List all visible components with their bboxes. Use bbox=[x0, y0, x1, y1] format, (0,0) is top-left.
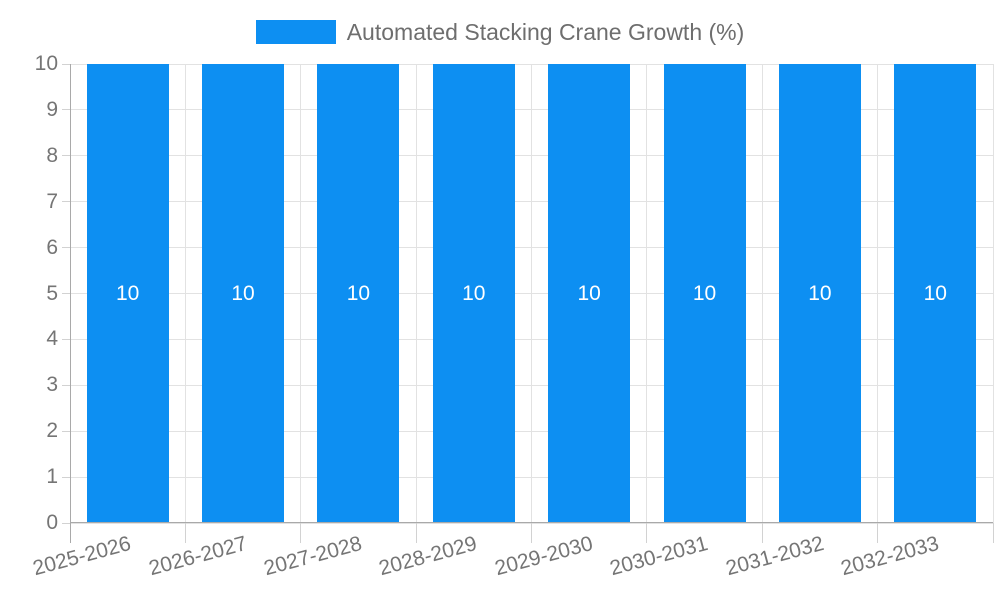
y-tick-mark bbox=[62, 430, 70, 432]
y-tick-mark bbox=[62, 522, 70, 524]
y-tick-label: 2 bbox=[46, 419, 58, 443]
x-tick-mark bbox=[761, 523, 763, 543]
y-tick-mark bbox=[62, 63, 70, 65]
y-tick-label: 9 bbox=[46, 97, 58, 121]
x-grid-line bbox=[531, 64, 532, 523]
x-tick-label: 2031-2032 bbox=[722, 532, 826, 581]
bar-value-label: 10 bbox=[692, 281, 717, 305]
y-tick-mark bbox=[62, 293, 70, 294]
y-tick-label: 4 bbox=[46, 327, 58, 351]
x-grid-line bbox=[877, 64, 879, 523]
y-tick-mark bbox=[62, 201, 70, 203]
y-tick-label: 10 bbox=[34, 52, 58, 75]
y-tick-label: 1 bbox=[46, 465, 58, 489]
x-tick-mark bbox=[415, 523, 417, 543]
y-tick-mark bbox=[62, 155, 70, 157]
x-tick-mark bbox=[992, 523, 994, 543]
x-tick-label: 2028-2029 bbox=[376, 532, 480, 581]
bar-value-label: 10 bbox=[462, 281, 486, 305]
legend-swatch bbox=[255, 20, 336, 44]
y-tick-label: 3 bbox=[46, 373, 58, 397]
bar bbox=[202, 64, 285, 523]
x-grid-line bbox=[300, 64, 302, 523]
x-tick-mark bbox=[184, 523, 186, 543]
bar-value-label: 10 bbox=[923, 281, 947, 305]
bar-value-label: 10 bbox=[346, 281, 371, 305]
x-tick-label: 2027-2028 bbox=[261, 532, 365, 581]
y-tick-label: 8 bbox=[46, 143, 58, 167]
x-grid-line bbox=[992, 64, 994, 523]
x-tick-mark bbox=[646, 523, 648, 543]
y-tick-label: 6 bbox=[46, 235, 58, 259]
y-tick-mark bbox=[62, 384, 70, 386]
bar bbox=[778, 64, 861, 523]
y-tick-label: 0 bbox=[46, 511, 58, 534]
legend-label: Automated Stacking Crane Growth (%) bbox=[346, 19, 745, 45]
bar bbox=[317, 64, 400, 523]
bar bbox=[894, 64, 977, 523]
y-tick-label: 7 bbox=[46, 189, 58, 213]
x-grid-line bbox=[415, 64, 417, 523]
x-tick-label: 2026-2027 bbox=[146, 532, 250, 581]
x-tick-mark bbox=[531, 523, 532, 543]
x-grid-line bbox=[646, 64, 648, 523]
x-tick-mark bbox=[300, 523, 302, 543]
bar bbox=[548, 64, 631, 523]
bar-value-label: 10 bbox=[808, 281, 832, 305]
x-tick-label: 2032-2033 bbox=[838, 532, 942, 581]
bar-value-label: 10 bbox=[577, 281, 601, 305]
x-axis-line bbox=[70, 522, 993, 523]
y-tick-mark bbox=[62, 109, 70, 111]
bar bbox=[663, 64, 746, 523]
x-tick-label: 2030-2031 bbox=[607, 532, 711, 581]
y-tick-mark bbox=[62, 476, 70, 478]
x-grid-line bbox=[761, 64, 763, 523]
legend: Automated Stacking Crane Growth (%) bbox=[0, 19, 1000, 45]
y-axis-line bbox=[69, 64, 71, 543]
y-tick-mark bbox=[62, 247, 70, 249]
y-tick-mark bbox=[62, 338, 70, 340]
x-grid-line bbox=[184, 64, 186, 523]
bar bbox=[86, 64, 169, 523]
bar bbox=[432, 64, 515, 523]
x-tick-label: 2029-2030 bbox=[492, 532, 596, 581]
y-tick-label: 5 bbox=[46, 281, 58, 305]
x-tick-mark bbox=[877, 523, 879, 543]
bar-value-label: 10 bbox=[231, 281, 255, 305]
x-tick-label: 2025-2026 bbox=[30, 532, 134, 581]
bar-value-label: 10 bbox=[116, 281, 140, 305]
